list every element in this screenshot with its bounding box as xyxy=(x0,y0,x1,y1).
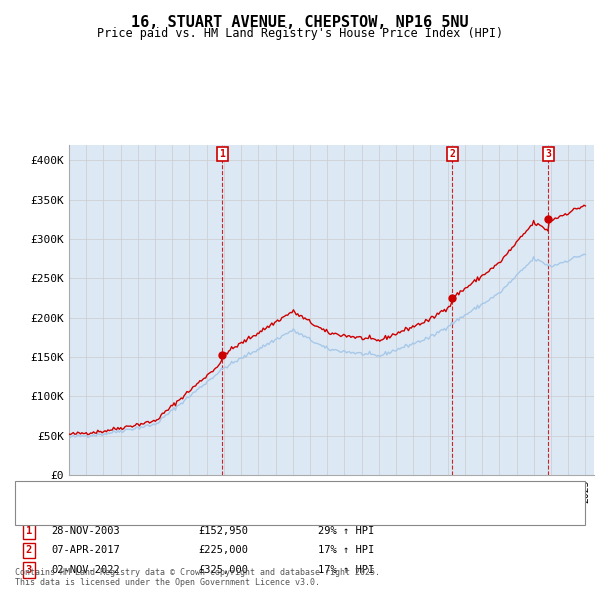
Text: 17% ↑ HPI: 17% ↑ HPI xyxy=(318,565,374,575)
Text: 16, STUART AVENUE, CHEPSTOW, NP16 5NU (semi-detached house): 16, STUART AVENUE, CHEPSTOW, NP16 5NU (s… xyxy=(45,488,414,497)
Text: £325,000: £325,000 xyxy=(198,565,248,575)
Text: 17% ↑ HPI: 17% ↑ HPI xyxy=(318,546,374,555)
Text: 29% ↑ HPI: 29% ↑ HPI xyxy=(318,526,374,536)
Text: 3: 3 xyxy=(545,149,551,159)
Text: —: — xyxy=(24,486,32,500)
Text: £152,950: £152,950 xyxy=(198,526,248,536)
Text: 28-NOV-2003: 28-NOV-2003 xyxy=(51,526,120,536)
Text: 16, STUART AVENUE, CHEPSTOW, NP16 5NU: 16, STUART AVENUE, CHEPSTOW, NP16 5NU xyxy=(131,15,469,30)
Text: 1: 1 xyxy=(26,526,32,536)
Text: 1: 1 xyxy=(220,149,226,159)
Text: Price paid vs. HM Land Registry's House Price Index (HPI): Price paid vs. HM Land Registry's House … xyxy=(97,27,503,40)
Text: Contains HM Land Registry data © Crown copyright and database right 2025.
This d: Contains HM Land Registry data © Crown c… xyxy=(15,568,380,587)
Text: 2: 2 xyxy=(26,546,32,555)
Text: 2: 2 xyxy=(449,149,455,159)
Text: —: — xyxy=(24,503,32,517)
Text: 3: 3 xyxy=(26,565,32,575)
Text: £225,000: £225,000 xyxy=(198,546,248,555)
Text: 02-NOV-2022: 02-NOV-2022 xyxy=(51,565,120,575)
Text: 07-APR-2017: 07-APR-2017 xyxy=(51,546,120,555)
Text: HPI: Average price, semi-detached house, Monmouthshire: HPI: Average price, semi-detached house,… xyxy=(45,506,383,515)
